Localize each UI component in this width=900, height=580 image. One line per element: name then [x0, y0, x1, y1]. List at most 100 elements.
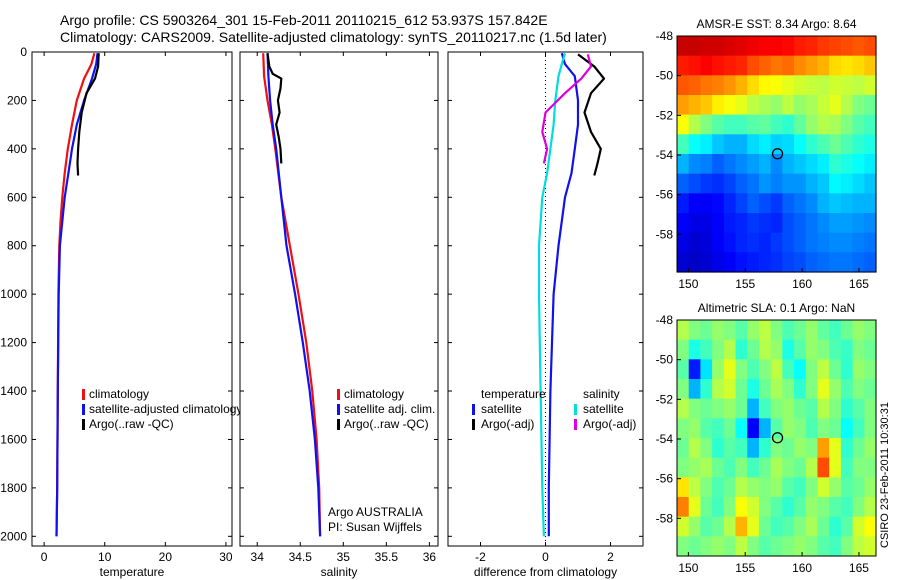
- map-cell: [735, 379, 748, 400]
- map-cell: [829, 320, 842, 341]
- map-cell: [735, 114, 748, 135]
- y-tick-label: -56: [656, 188, 674, 202]
- series-line-argo-raw-qc-: [76, 53, 100, 176]
- map-cell: [700, 36, 713, 57]
- map-cell: [864, 438, 877, 459]
- map-cell: [677, 213, 690, 234]
- map-cell: [747, 55, 760, 76]
- map-cell: [852, 339, 865, 360]
- map-cell: [700, 320, 713, 341]
- map-cell: [677, 359, 690, 380]
- map-cell: [805, 359, 819, 380]
- map-cell: [700, 497, 713, 518]
- map-cell: [712, 154, 725, 175]
- map-cell: [723, 252, 737, 273]
- map-cell: [735, 359, 748, 380]
- x-axis-label: difference from climatology: [474, 565, 617, 579]
- map-cell: [723, 536, 737, 557]
- map-cell: [782, 95, 795, 116]
- map-cell: [677, 398, 690, 419]
- map-cell: [864, 36, 877, 57]
- legend-swatch: [337, 419, 340, 430]
- map-cell: [700, 536, 713, 557]
- map-cell: [758, 75, 772, 96]
- map-cell: [864, 114, 877, 135]
- map-cell: [794, 359, 807, 380]
- map-cell: [770, 232, 783, 253]
- x-tick-label: 30: [219, 550, 233, 564]
- map-cell: [700, 95, 713, 116]
- map-cell: [735, 516, 748, 537]
- map-cell: [864, 379, 877, 400]
- map-cell: [723, 193, 737, 214]
- annotation-text: PI: Susan Wijffels: [328, 520, 422, 534]
- map-cell: [677, 75, 690, 96]
- map-cell: [864, 154, 877, 175]
- map-cell: [782, 75, 795, 96]
- map-cell: [829, 213, 842, 234]
- map-cell: [829, 55, 842, 76]
- map-cell: [700, 477, 713, 498]
- map-cell: [840, 536, 854, 557]
- map-cell: [852, 173, 865, 194]
- legend-swatch: [574, 404, 577, 415]
- map-cell: [712, 516, 725, 537]
- map-cell: [677, 457, 690, 478]
- map-cell: [747, 213, 760, 234]
- map-cell: [829, 252, 842, 273]
- map-cell: [805, 438, 819, 459]
- map-cell: [712, 477, 725, 498]
- map-cell: [712, 359, 725, 380]
- map-cell: [677, 173, 690, 194]
- y-tick-label: 400: [7, 142, 27, 156]
- map-cell: [840, 193, 854, 214]
- map-cell: [735, 173, 748, 194]
- map-cell: [735, 339, 748, 360]
- y-tick-label: -54: [656, 148, 674, 162]
- map-cell: [688, 252, 702, 273]
- map-panel-2: 150 155 160 165 -48 -50 -52 -54 -56 -58 Altimetric…: [656, 301, 877, 575]
- map-cell: [794, 398, 807, 419]
- map-cell: [794, 379, 807, 400]
- map-cell: [794, 213, 807, 234]
- map-cell: [700, 516, 713, 537]
- map-cell: [829, 477, 842, 498]
- map-cell: [688, 193, 702, 214]
- legend-swatch: [337, 389, 340, 400]
- map-cell: [852, 536, 865, 557]
- map-cell: [700, 75, 713, 96]
- y-tick-label: 1600: [0, 432, 27, 446]
- legend-label: satellite: [481, 402, 522, 416]
- map-cell: [747, 232, 760, 253]
- map-cell: [688, 398, 702, 419]
- map-cell: [735, 75, 748, 96]
- map-cell: [864, 173, 877, 194]
- map-cell: [852, 232, 865, 253]
- map-cell: [712, 55, 725, 76]
- map-cell: [770, 193, 783, 214]
- map-cell: [700, 438, 713, 459]
- map-cell: [794, 154, 807, 175]
- profile-panel-2: 34 34.5 35 35.5 36 salinity climatologysatelli…: [239, 51, 439, 579]
- map-cell: [817, 213, 830, 234]
- map-cell: [677, 536, 690, 557]
- y-tick-label: -48: [656, 313, 674, 327]
- map-cell: [723, 497, 737, 518]
- x-tick-label: 35.5: [375, 550, 399, 564]
- map-cell: [770, 536, 783, 557]
- map-cell: [840, 477, 854, 498]
- map-cell: [712, 114, 725, 135]
- map-cell: [700, 379, 713, 400]
- map-cell: [794, 320, 807, 341]
- map-cell: [723, 516, 737, 537]
- map-cell: [677, 497, 690, 518]
- map-cell: [840, 320, 854, 341]
- map-cell: [758, 114, 772, 135]
- series-line-satellite: [547, 52, 580, 537]
- y-tick-label: -58: [656, 511, 674, 525]
- y-tick-label: -58: [656, 227, 674, 241]
- map-cell: [735, 320, 748, 341]
- map-cell: [770, 75, 783, 96]
- map-cell: [817, 114, 830, 135]
- map-cell: [840, 36, 854, 57]
